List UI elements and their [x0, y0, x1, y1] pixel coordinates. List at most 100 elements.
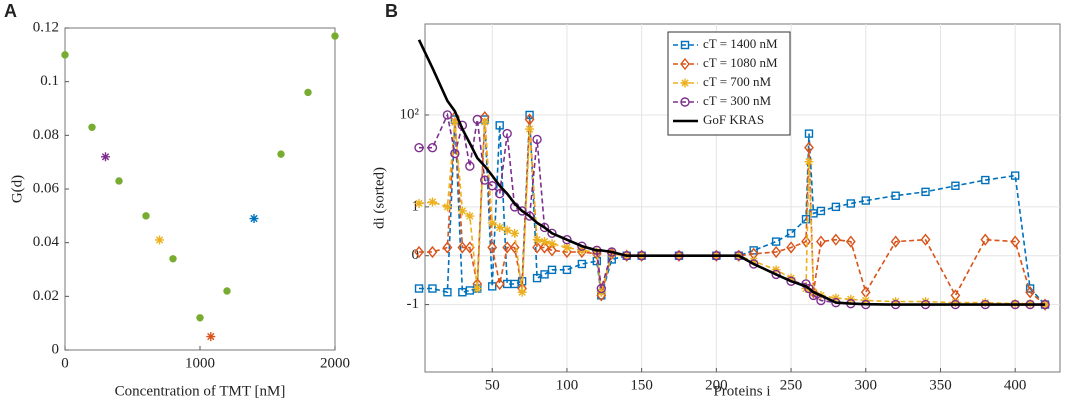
y-axis-label: G(d) — [9, 175, 25, 203]
point — [495, 121, 504, 130]
point — [749, 259, 759, 269]
point — [223, 287, 231, 295]
y-tick-label: 0.1 — [40, 73, 59, 89]
point — [711, 249, 722, 262]
y-tick-label: 0.06 — [33, 180, 60, 196]
x-tick-label: 250 — [780, 377, 803, 393]
point — [495, 222, 505, 232]
panel-label: A — [4, 1, 17, 21]
point — [845, 235, 856, 248]
point — [1025, 286, 1036, 299]
point — [427, 245, 438, 259]
point — [277, 150, 285, 158]
point — [472, 284, 482, 294]
x-tick-label: 0 — [61, 355, 69, 371]
point — [524, 113, 535, 126]
y-tick-label: 0.12 — [33, 19, 59, 35]
point — [428, 284, 437, 293]
point — [457, 206, 467, 216]
point — [414, 284, 424, 293]
y-tick-label: 1 — [412, 198, 420, 214]
point — [921, 297, 931, 307]
point — [517, 287, 527, 297]
point — [804, 141, 814, 154]
point — [1010, 171, 1020, 180]
point — [61, 51, 69, 59]
y-axis-label: di (sorted) — [371, 167, 387, 229]
point — [771, 245, 782, 259]
y-tick-label: 0 — [412, 247, 420, 263]
point — [674, 249, 684, 262]
y-tick-label: 0.04 — [33, 234, 60, 250]
point — [525, 110, 534, 120]
point — [442, 202, 452, 212]
point — [921, 187, 930, 197]
legend-label: cT = 700 nM — [703, 74, 772, 89]
point — [101, 152, 110, 162]
point — [539, 222, 550, 233]
legend-marker — [680, 57, 690, 71]
point — [442, 241, 453, 254]
point — [831, 202, 841, 212]
point — [562, 234, 572, 245]
point — [786, 229, 796, 238]
point — [487, 218, 497, 228]
point — [786, 241, 796, 254]
x-axis-label: Proteins i — [713, 383, 770, 399]
point — [494, 277, 505, 291]
point — [540, 270, 549, 279]
x-tick-label: 200 — [705, 377, 728, 393]
point — [510, 228, 520, 238]
panel-label: B — [385, 1, 398, 21]
point — [502, 225, 512, 235]
point — [891, 297, 901, 307]
point — [562, 242, 572, 252]
y-tick-label: 0.02 — [33, 288, 59, 304]
point — [450, 148, 460, 159]
axes-b — [424, 23, 1061, 373]
point — [427, 197, 437, 207]
point — [525, 124, 535, 134]
point — [465, 161, 475, 171]
point — [816, 206, 826, 216]
x-tick-label: 1000 — [185, 355, 215, 371]
point — [249, 214, 259, 224]
y-tick-label: 0.08 — [33, 127, 59, 143]
point — [846, 199, 856, 208]
legend-label: cT = 300 nM — [703, 93, 772, 108]
point — [532, 134, 542, 145]
point — [480, 175, 490, 185]
point — [443, 288, 452, 297]
point — [786, 273, 796, 283]
point — [540, 237, 550, 247]
point — [816, 235, 826, 248]
point — [155, 235, 164, 245]
legend-marker — [680, 97, 690, 107]
x-tick-label: 100 — [556, 377, 579, 393]
x-axis-label: Concentration of TMT [nM] — [115, 383, 286, 399]
legend-marker — [680, 40, 690, 50]
point — [749, 256, 759, 266]
x-tick-label: 150 — [630, 377, 653, 393]
point — [771, 269, 781, 280]
point — [547, 244, 557, 257]
legend-label: cT = 1400 nM — [703, 36, 778, 51]
axes-a — [64, 27, 336, 351]
legend-marker — [680, 78, 690, 88]
point — [733, 249, 744, 262]
point — [331, 32, 339, 40]
point — [480, 117, 490, 127]
y-tick-label: 10² — [400, 106, 420, 122]
point — [801, 215, 811, 224]
point — [547, 239, 557, 249]
point — [487, 241, 498, 254]
point — [487, 181, 497, 191]
point — [524, 211, 535, 221]
point — [206, 332, 216, 342]
point — [304, 88, 312, 97]
point — [801, 235, 811, 248]
point — [169, 255, 177, 263]
x-tick-label: 2000 — [320, 355, 350, 371]
point — [539, 241, 550, 254]
point — [472, 114, 482, 125]
